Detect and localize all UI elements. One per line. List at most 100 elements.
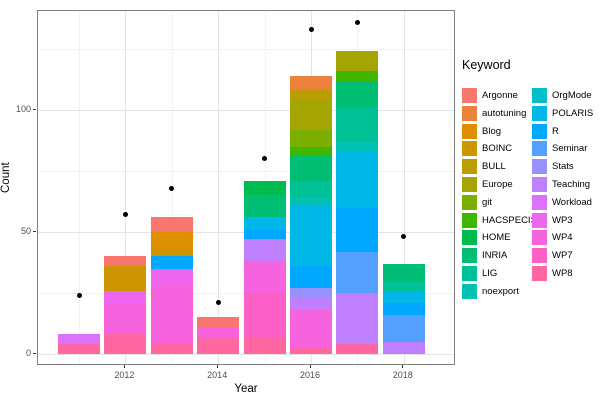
legend-key-Teaching bbox=[532, 177, 547, 192]
legend-key-autotuning bbox=[462, 105, 477, 121]
y-minor-gridline bbox=[38, 171, 454, 172]
legend-key-noexport bbox=[462, 283, 477, 299]
bar-segment-2018-INRIA bbox=[382, 263, 425, 281]
bar-segment-2015-Teaching bbox=[243, 239, 286, 262]
x-major-gridline bbox=[403, 11, 405, 364]
legend-label-noexport: noexport bbox=[482, 285, 519, 297]
y-major-gridline bbox=[38, 354, 454, 355]
legend-key-R bbox=[532, 123, 547, 139]
bar-segment-2016-WP4 bbox=[290, 310, 332, 347]
legend-key-Argonne bbox=[462, 88, 477, 103]
y-tick-mark bbox=[33, 108, 36, 110]
legend-key-WP7 bbox=[532, 248, 547, 264]
legend-label-R: R bbox=[552, 125, 559, 137]
y-major-gridline bbox=[38, 110, 454, 111]
legend-key-LIG bbox=[462, 266, 477, 281]
bar-segment-2018-POLARIS bbox=[382, 290, 425, 303]
bar-segment-2015-WP4 bbox=[243, 261, 286, 293]
legend-key-WP3 bbox=[532, 212, 547, 228]
data-point-2011 bbox=[76, 292, 82, 298]
bar-segment-2016-Stats bbox=[290, 288, 332, 298]
data-point-2013 bbox=[169, 185, 175, 191]
x-tick-mark bbox=[216, 365, 218, 368]
bar-segment-2016-HACSPECIS bbox=[290, 146, 332, 157]
legend-key-OrgMode bbox=[532, 88, 547, 103]
data-point-2018 bbox=[401, 234, 407, 240]
bar-segment-2013-WP3 bbox=[150, 268, 193, 286]
data-point-2016 bbox=[308, 26, 314, 32]
x-tick-label: 2012 bbox=[114, 370, 135, 380]
bar-segment-2018-R bbox=[382, 302, 425, 315]
bar-segment-2012-BOINC bbox=[104, 266, 147, 291]
bar-segment-2015-INRIA bbox=[243, 195, 286, 218]
data-point-2012 bbox=[122, 212, 128, 218]
bar-segment-2017-noexport bbox=[336, 141, 379, 152]
legend-key-WP8 bbox=[532, 266, 547, 281]
bar-segment-2015-R bbox=[243, 229, 286, 240]
legend-label-git: git bbox=[482, 196, 493, 208]
bar-segment-2016-git bbox=[290, 129, 332, 147]
bar-segment-2013-Argonne bbox=[150, 217, 193, 232]
y-tick-label: 50 bbox=[20, 226, 31, 236]
bar-segment-2016-Europe bbox=[290, 100, 332, 130]
legend-label-LIG: LIG bbox=[482, 268, 498, 279]
legend-key-WP4 bbox=[532, 230, 547, 246]
y-tick-label: 100 bbox=[15, 104, 31, 114]
data-point-2014 bbox=[215, 300, 221, 306]
x-major-gridline bbox=[218, 11, 220, 364]
bar-segment-2016-noexport bbox=[290, 197, 332, 206]
bar-segment-2016-LIG bbox=[290, 180, 332, 198]
legend-key-git bbox=[462, 194, 477, 210]
bar-segment-2012-WP3 bbox=[104, 290, 147, 303]
bar-segment-2017-INRIA bbox=[336, 80, 379, 108]
legend-label-WP7: WP7 bbox=[552, 250, 573, 262]
x-tick-label: 2018 bbox=[392, 370, 413, 380]
legend-label-OrgMode: OrgMode bbox=[552, 90, 592, 101]
legend-label-autotuning: autotuning bbox=[482, 107, 527, 119]
legend-key-INRIA bbox=[462, 248, 477, 264]
legend-label-WP3: WP3 bbox=[552, 214, 573, 226]
y-tick-label: 0 bbox=[25, 348, 31, 358]
bar-segment-2014-WP8 bbox=[197, 336, 240, 354]
bar-segment-2017-Seminar bbox=[336, 251, 379, 293]
bar-segment-2016-BULL bbox=[290, 90, 332, 101]
bar-segment-2016-Teaching bbox=[290, 297, 332, 311]
legend-label-BOINC: BOINC bbox=[482, 143, 513, 155]
bar-segment-2018-LIG bbox=[382, 280, 425, 291]
bar-segment-2012-Argonne bbox=[104, 256, 147, 267]
legend-label-Blog: Blog bbox=[482, 125, 502, 137]
legend-key-HOME bbox=[462, 230, 477, 246]
y-axis-title: Count bbox=[0, 162, 12, 193]
legend-key-BULL bbox=[462, 159, 477, 175]
y-tick-mark bbox=[33, 230, 36, 232]
bar-segment-2016-INRIA bbox=[290, 156, 332, 181]
data-point-2017 bbox=[354, 19, 360, 25]
legend-key-Workload bbox=[532, 194, 547, 210]
bar-segment-2013-BOINC bbox=[150, 249, 193, 257]
bar-segment-2016-autotuning bbox=[290, 75, 332, 91]
data-point-2015 bbox=[262, 156, 268, 162]
bar-segment-2014-WP4 bbox=[197, 327, 240, 337]
legend-key-Stats bbox=[532, 159, 547, 175]
bar-segment-2012-WP8 bbox=[104, 334, 147, 354]
y-minor-gridline bbox=[38, 49, 454, 50]
legend-label-INRIA: INRIA bbox=[482, 250, 508, 262]
bar-segment-2015-WP8 bbox=[243, 336, 286, 354]
legend-label-BULL: BULL bbox=[482, 161, 506, 173]
bar-segment-2013-R bbox=[150, 256, 193, 269]
x-axis-title: Year bbox=[234, 383, 258, 395]
x-tick-mark bbox=[402, 365, 404, 368]
legend-label-Workload: Workload bbox=[552, 196, 592, 208]
x-minor-gridline bbox=[79, 11, 80, 364]
bar-segment-2011-Workload bbox=[58, 334, 100, 345]
bar-segment-2017-Teaching bbox=[336, 293, 379, 345]
legend-key-BOINC bbox=[462, 141, 477, 157]
bar-segment-2011-WP8 bbox=[58, 344, 100, 354]
legend-label-POLARIS: POLARIS bbox=[552, 107, 594, 119]
bar-segment-2017-WP8 bbox=[336, 344, 379, 354]
bar-segment-2015-HOME bbox=[243, 180, 286, 196]
legend-label-WP4: WP4 bbox=[552, 232, 573, 244]
legend-label-Argonne: Argonne bbox=[482, 90, 518, 101]
x-tick-label: 2016 bbox=[299, 370, 321, 380]
